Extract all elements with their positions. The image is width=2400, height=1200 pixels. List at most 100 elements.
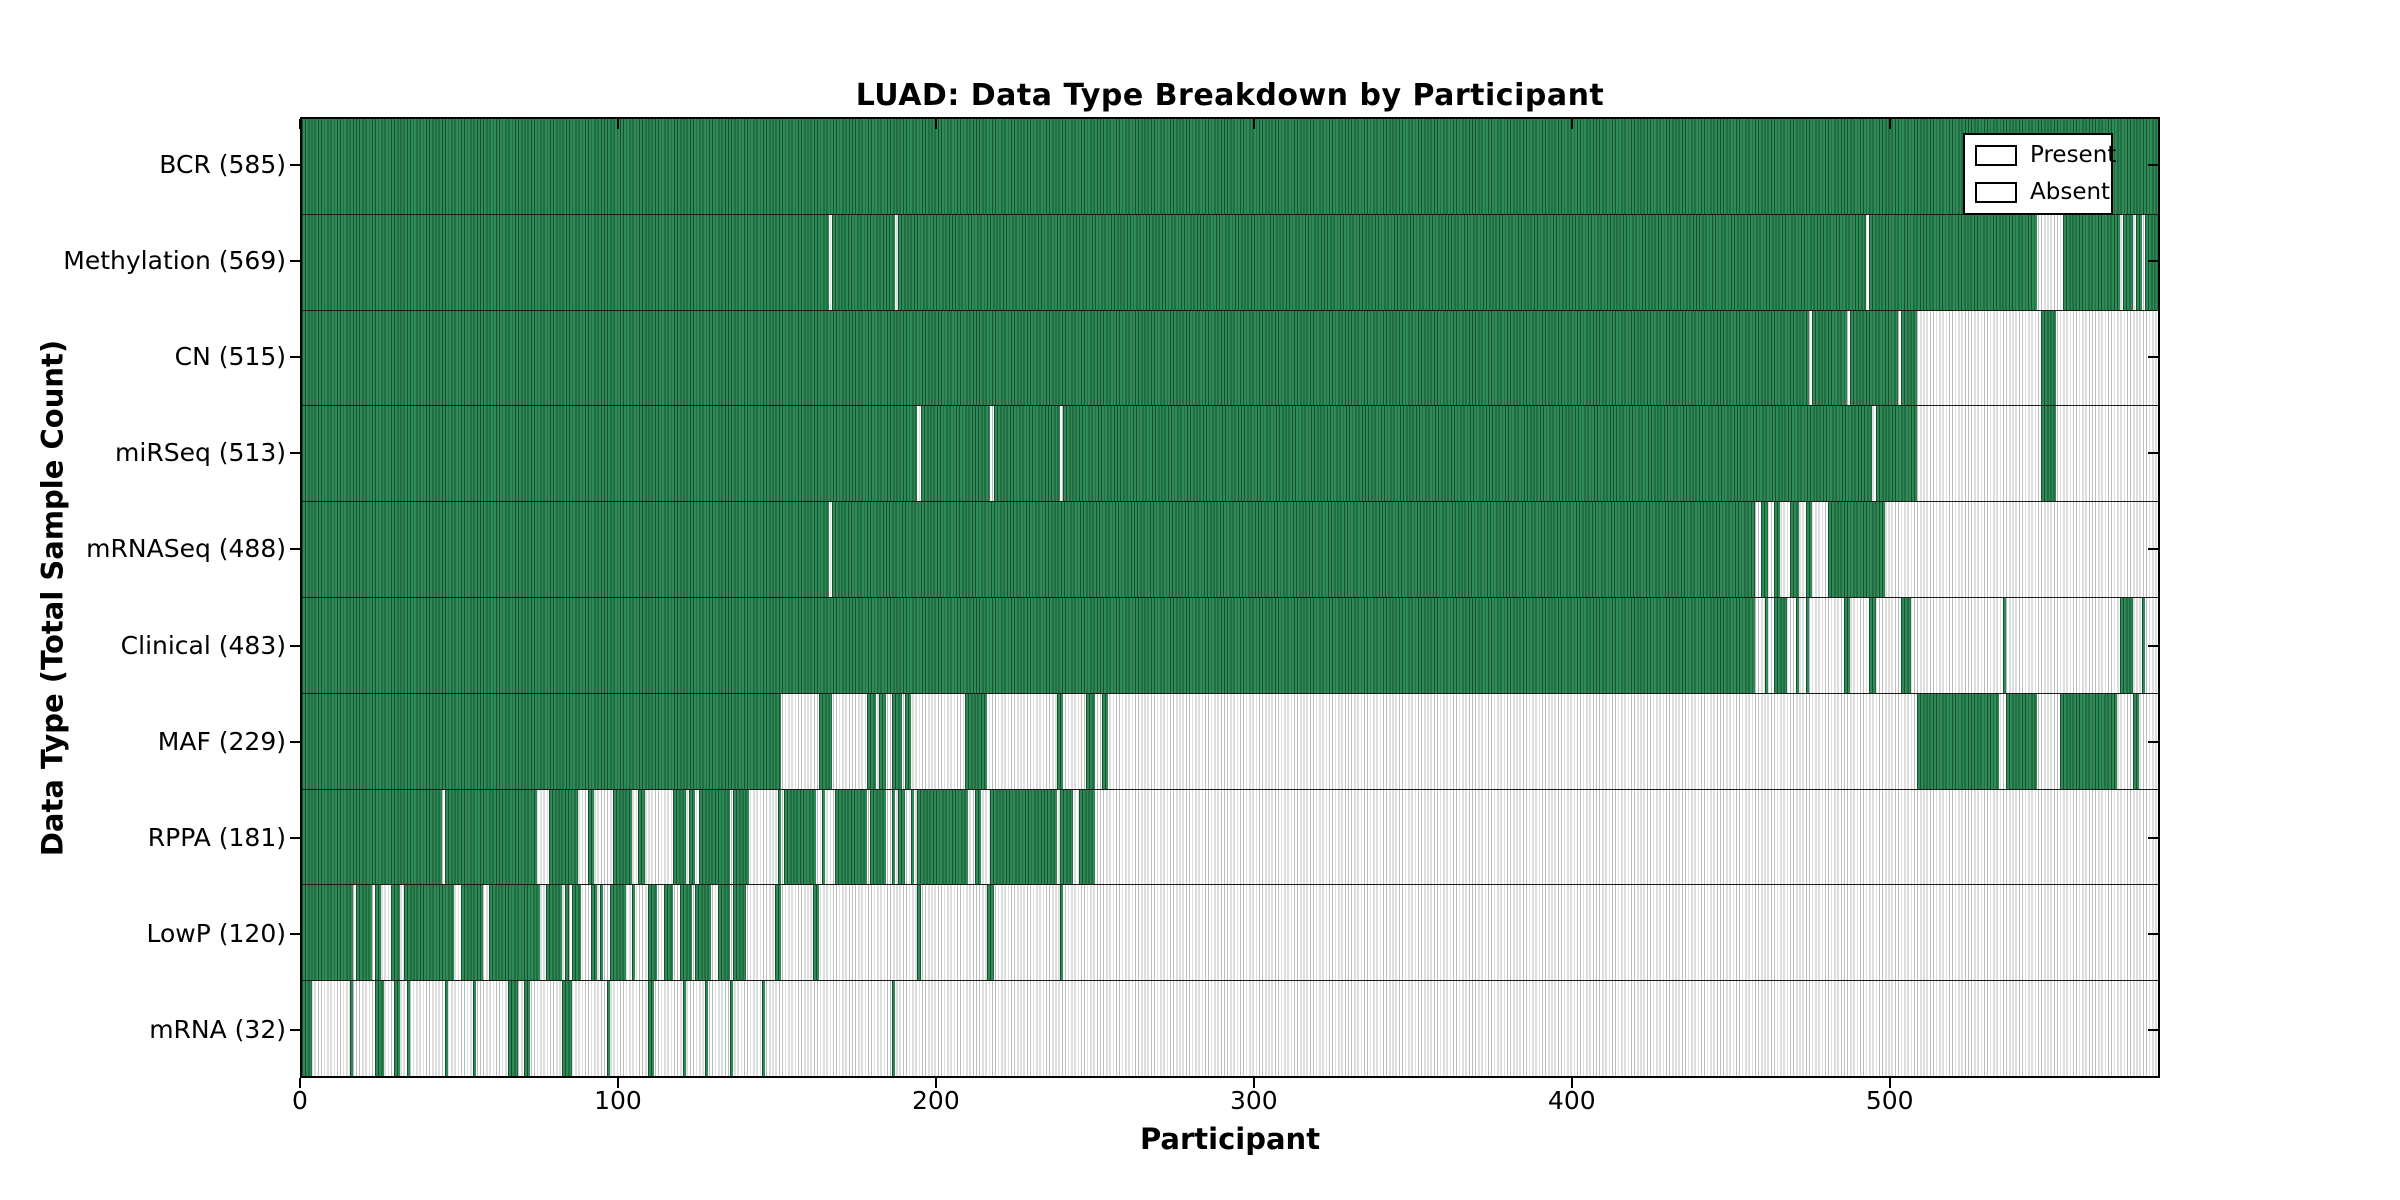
absent-swatch-icon <box>1975 182 2017 203</box>
present-segment <box>2123 214 2133 310</box>
present-segment <box>2040 406 2057 502</box>
present-segment <box>508 981 518 1076</box>
row-MAF <box>302 693 2158 790</box>
present-segment <box>2142 597 2146 693</box>
present-segment <box>1079 789 1096 885</box>
present-segment <box>866 693 877 789</box>
present-segment <box>892 981 896 1076</box>
present-segment <box>302 981 312 1076</box>
present-segment <box>1774 597 1787 693</box>
present-segment <box>2145 214 2158 310</box>
x-tick-inside-top <box>934 119 937 129</box>
y-tick-inside-right <box>2148 1028 2158 1031</box>
present-segment <box>631 885 636 981</box>
row-Clinical <box>302 597 2158 694</box>
plot-area <box>300 117 2160 1078</box>
present-segment <box>777 789 782 885</box>
present-segment <box>1761 502 1768 597</box>
x-axis-label: Participant <box>1139 1122 1321 1156</box>
y-tick-outside-left <box>290 1028 300 1031</box>
present-segment <box>355 885 372 981</box>
y-tick-label-LowP: LowP (120) <box>146 918 286 948</box>
legend-entry-present: Present <box>1975 143 2116 168</box>
present-segment <box>302 119 2158 214</box>
present-segment <box>647 885 658 981</box>
y-tick-outside-left <box>290 644 300 647</box>
y-tick-label-miRSeq: miRSeq (513) <box>115 438 286 468</box>
present-segment <box>898 789 905 885</box>
x-tick-outside-bottom <box>1570 1078 1573 1088</box>
present-segment <box>682 981 686 1076</box>
x-tick-outside-bottom <box>616 1078 619 1088</box>
present-segment <box>374 885 382 981</box>
present-segment <box>302 789 442 885</box>
present-segment <box>762 981 766 1076</box>
present-segment <box>1063 406 1873 502</box>
present-segment <box>406 981 410 1076</box>
legend-entry-absent: Absent <box>1975 180 2110 205</box>
legend-label-present: Present <box>2030 142 2117 168</box>
present-segment <box>673 789 686 885</box>
present-segment <box>990 789 1058 885</box>
present-segment <box>403 885 455 981</box>
present-segment <box>349 981 353 1076</box>
present-segment <box>1060 789 1073 885</box>
present-segment <box>549 789 578 885</box>
present-segment <box>965 693 988 789</box>
heatmap-rows <box>302 119 2158 1076</box>
present-segment <box>917 885 921 981</box>
present-segment <box>302 597 1756 693</box>
y-tick-outside-left <box>290 836 300 839</box>
x-tick-inside-top <box>299 119 301 129</box>
present-swatch-icon <box>1975 145 2017 166</box>
y-tick-inside-right <box>2148 932 2158 935</box>
y-tick-outside-left <box>290 260 300 263</box>
legend-label-absent: Absent <box>2030 179 2111 205</box>
present-segment <box>460 885 483 981</box>
present-segment <box>1789 502 1800 597</box>
present-segment <box>717 885 731 981</box>
x-tick-label-200: 200 <box>912 1086 960 1115</box>
present-segment <box>892 693 902 789</box>
present-segment <box>612 789 632 885</box>
row-mRNA <box>302 981 2158 1076</box>
present-segment <box>1057 693 1064 789</box>
y-tick-label-BCR: BCR (585) <box>159 150 286 180</box>
y-tick-inside-right <box>2148 260 2158 263</box>
present-segment <box>1796 597 1800 693</box>
x-tick-label-400: 400 <box>1547 1086 1596 1115</box>
present-segment <box>730 981 734 1076</box>
chart-title: LUAD: Data Type Breakdown by Participant <box>855 78 1605 113</box>
y-tick-inside-right <box>2148 644 2158 647</box>
present-segment <box>1875 406 1917 502</box>
present-segment <box>733 789 750 885</box>
present-segment <box>1774 502 1781 597</box>
present-segment <box>2135 214 2143 310</box>
present-segment <box>302 214 829 310</box>
row-miRSeq <box>302 406 2158 503</box>
present-segment <box>1869 214 2038 310</box>
x-tick-inside-top <box>616 119 619 129</box>
present-segment <box>2062 214 2120 310</box>
present-segment <box>600 885 604 981</box>
present-segment <box>444 981 448 1076</box>
y-tick-inside-right <box>2148 740 2158 743</box>
present-segment <box>695 885 712 981</box>
present-segment <box>835 789 867 885</box>
x-tick-label-500: 500 <box>1865 1086 1914 1115</box>
present-segment <box>911 789 915 885</box>
present-segment <box>606 981 610 1076</box>
present-segment <box>302 693 782 789</box>
present-segment <box>638 789 645 885</box>
present-segment <box>812 885 820 981</box>
row-RPPA <box>302 789 2158 886</box>
present-segment <box>1869 597 1876 693</box>
x-tick-outside-bottom <box>299 1078 301 1088</box>
present-segment <box>609 885 626 981</box>
present-segment <box>704 981 709 1076</box>
present-segment <box>590 885 598 981</box>
present-segment <box>1085 693 1096 789</box>
present-segment <box>1101 693 1108 789</box>
y-tick-outside-left <box>290 740 300 743</box>
present-segment <box>1901 310 1917 406</box>
